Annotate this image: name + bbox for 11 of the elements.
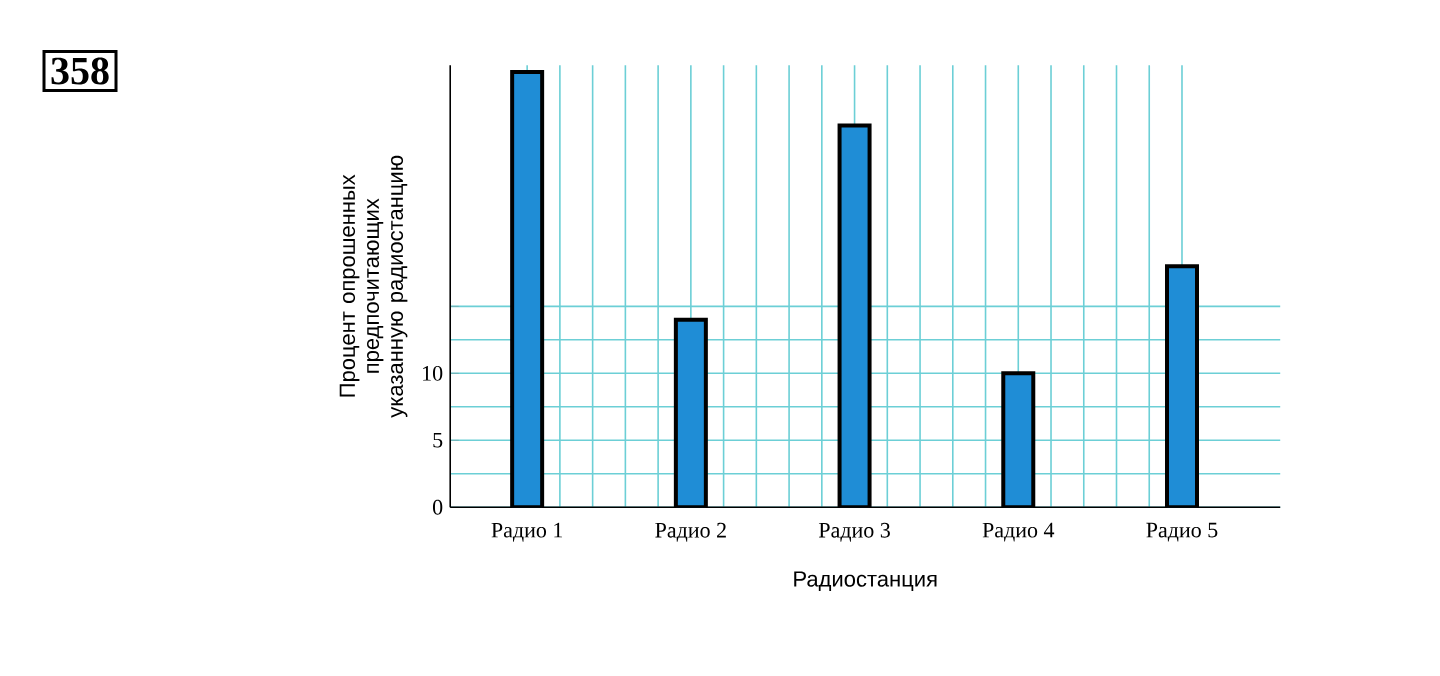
x-tick-label: Радио 4 <box>982 522 1055 542</box>
y-tick-label: 10 <box>423 365 443 381</box>
y-tick-label: 5 <box>433 432 443 448</box>
x-tick-label: Радио 2 <box>655 522 726 542</box>
x-tick-label: Радио 5 <box>1146 522 1218 542</box>
y-tick-label: 0 <box>432 499 443 515</box>
y-axis-title: Процент опрошенных предпочитающих указанную радиостанцию <box>339 155 408 418</box>
text: 358 <box>51 57 109 85</box>
x-tick-label: Радио 3 <box>818 522 890 542</box>
x-axis-title: Радиостанция <box>794 571 937 591</box>
x-tick-label: Радио 1 <box>491 522 563 542</box>
